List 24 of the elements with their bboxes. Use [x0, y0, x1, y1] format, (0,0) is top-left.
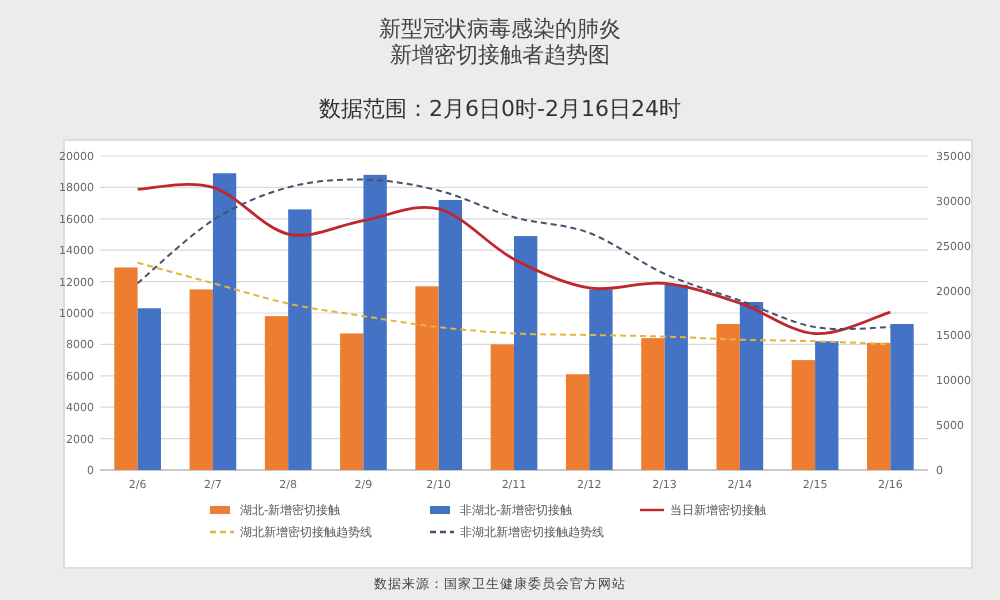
- bar: [791, 360, 816, 470]
- chart-title: 新型冠状病毒感染的肺炎新增密切接触者趋势图: [379, 16, 621, 68]
- bar: [114, 267, 138, 470]
- bar: [212, 173, 237, 470]
- bar: [716, 323, 740, 470]
- bar: [664, 284, 688, 470]
- bar: [189, 289, 213, 470]
- bar: [890, 323, 914, 470]
- bar: [867, 342, 891, 470]
- chart-subtitle: 数据范围：2月6日0时-2月16日24时: [319, 96, 681, 122]
- bar: [739, 302, 764, 470]
- bar: [589, 289, 613, 470]
- bar: [815, 341, 839, 470]
- bar: [490, 344, 514, 470]
- bar: [288, 209, 312, 470]
- bar: [438, 199, 463, 470]
- bar: [641, 338, 665, 470]
- bar: [514, 236, 538, 470]
- bar: [565, 374, 590, 470]
- bar: [137, 308, 161, 470]
- bar: [415, 286, 439, 470]
- bar: [340, 333, 364, 470]
- bar: [264, 316, 289, 470]
- bar: [363, 174, 387, 470]
